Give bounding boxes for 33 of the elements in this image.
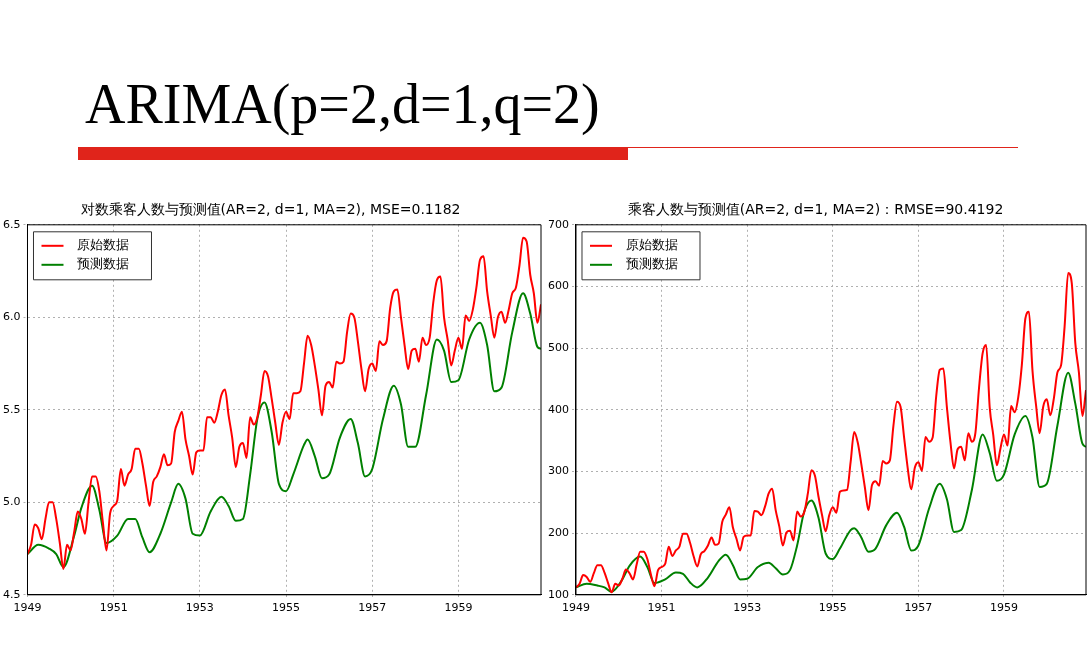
- y-tick-label: 400: [548, 402, 569, 416]
- x-tick-label: 1953: [733, 601, 762, 615]
- x-tick-label: 1959: [989, 601, 1018, 615]
- y-tick-label: 500: [548, 340, 569, 354]
- legend-label: 预测数据: [626, 256, 678, 272]
- y-tick-label: 5.0: [2, 495, 21, 509]
- y-tick-label: 100: [548, 587, 569, 601]
- x-tick-label: 1959: [444, 601, 473, 615]
- x-tick-label: 1953: [185, 601, 214, 615]
- x-tick-label: 1955: [272, 601, 301, 615]
- x-tick-label: 1955: [818, 601, 847, 615]
- legend-label: 原始数据: [77, 237, 130, 253]
- text: ARIMA(p=2,d=1,q=2): [85, 72, 600, 136]
- legend-label: 原始数据: [626, 237, 678, 253]
- y-tick-label: 300: [548, 464, 569, 478]
- legend-label: 预测数据: [77, 256, 130, 272]
- x-tick-label: 1949: [562, 601, 590, 615]
- x-tick-label: 1951: [99, 601, 128, 615]
- chart-title: 乘客人数与预测值(AR=2, d=1, MA=2)：RMSE=90.4192: [627, 201, 1004, 218]
- x-tick-label: 1951: [647, 601, 676, 615]
- y-tick-label: 5.5: [2, 402, 21, 416]
- line-series: [27, 236, 541, 570]
- y-tick-label: 6.5: [2, 217, 21, 231]
- y-tick-label: 200: [548, 525, 569, 539]
- x-tick-label: 1957: [358, 601, 387, 615]
- chart-title: 对数乘客人数与预测值(AR=2, d=1, MA=2), MSE=0.1182: [80, 201, 461, 218]
- x-tick-label: 1957: [904, 601, 933, 615]
- y-tick-label: 6.0: [2, 310, 21, 324]
- line-series: [27, 292, 541, 569]
- y-tick-label: 700: [548, 217, 569, 231]
- y-tick-label: 4.5: [2, 587, 21, 601]
- y-tick-label: 600: [548, 279, 569, 293]
- x-tick-label: 1949: [13, 601, 42, 615]
